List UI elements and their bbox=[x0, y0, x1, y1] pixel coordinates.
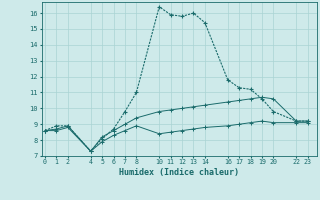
X-axis label: Humidex (Indice chaleur): Humidex (Indice chaleur) bbox=[119, 168, 239, 177]
